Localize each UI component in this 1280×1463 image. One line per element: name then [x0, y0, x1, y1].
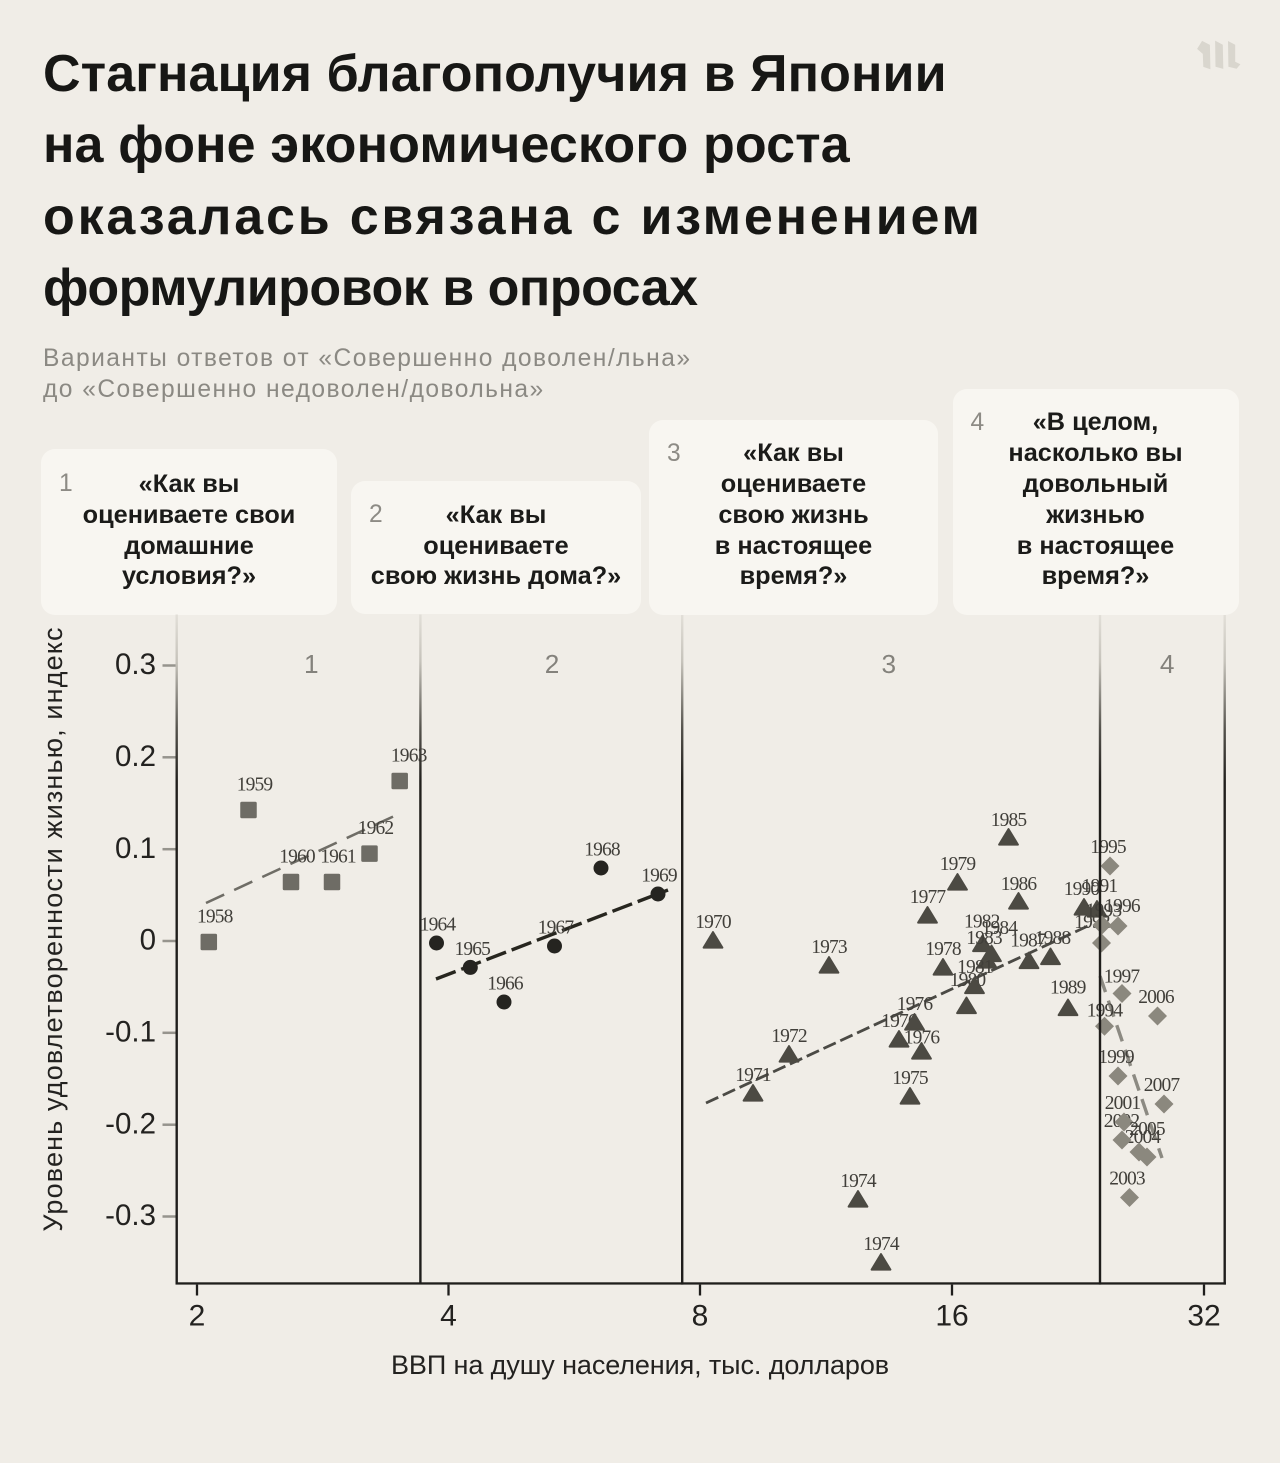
svg-text:2: 2: [189, 1300, 206, 1333]
svg-text:Уровень удовлетворенности жизн: Уровень удовлетворенности жизнью, индекс: [38, 626, 68, 1231]
svg-text:1993: 1993: [1086, 901, 1122, 922]
svg-text:1: 1: [304, 649, 319, 679]
svg-text:1981: 1981: [957, 957, 993, 978]
svg-text:1970: 1970: [695, 912, 731, 933]
svg-text:4: 4: [1160, 649, 1175, 679]
svg-text:1978: 1978: [925, 939, 961, 960]
svg-text:0: 0: [140, 924, 156, 957]
svg-text:1958: 1958: [197, 907, 233, 928]
svg-text:1961: 1961: [320, 847, 356, 868]
svg-text:1968: 1968: [584, 840, 620, 861]
svg-text:1982: 1982: [964, 912, 1000, 933]
svg-text:3: 3: [882, 649, 897, 679]
svg-text:1988: 1988: [1035, 928, 1071, 949]
svg-text:2007: 2007: [1144, 1075, 1181, 1096]
svg-text:1976: 1976: [904, 1028, 941, 1049]
svg-text:1965: 1965: [454, 939, 490, 960]
svg-text:-0.2: -0.2: [105, 1107, 156, 1140]
svg-text:0.1: 0.1: [115, 832, 156, 865]
svg-text:1999: 1999: [1098, 1047, 1134, 1068]
svg-text:1975: 1975: [892, 1068, 928, 1089]
svg-text:1983: 1983: [966, 928, 1002, 949]
svg-text:2006: 2006: [1138, 987, 1175, 1008]
svg-text:1974: 1974: [840, 1171, 877, 1192]
svg-text:2005: 2005: [1129, 1119, 1165, 1140]
svg-text:1973: 1973: [811, 937, 847, 958]
svg-text:1959: 1959: [237, 775, 273, 796]
svg-text:2004: 2004: [1125, 1127, 1162, 1148]
svg-text:1969: 1969: [641, 866, 677, 887]
svg-text:8: 8: [692, 1300, 709, 1333]
svg-text:ВВП на душу населения, тыс. до: ВВП на душу населения, тыс. долларов: [391, 1350, 889, 1380]
svg-text:1962: 1962: [358, 818, 394, 839]
svg-text:1989: 1989: [1050, 978, 1086, 999]
svg-text:1960: 1960: [279, 847, 315, 868]
svg-text:1966: 1966: [487, 974, 524, 995]
svg-text:1963: 1963: [391, 746, 427, 767]
svg-text:1971: 1971: [735, 1065, 771, 1086]
svg-text:2: 2: [545, 649, 560, 679]
svg-text:1997: 1997: [1104, 967, 1141, 988]
svg-text:1979: 1979: [940, 854, 976, 875]
svg-text:1976: 1976: [897, 994, 934, 1015]
svg-text:1985: 1985: [991, 810, 1027, 831]
svg-text:1964: 1964: [420, 915, 457, 936]
svg-text:1967: 1967: [538, 918, 575, 939]
svg-text:-0.3: -0.3: [105, 1199, 156, 1232]
svg-text:1987: 1987: [1010, 931, 1047, 952]
svg-text:1996: 1996: [1104, 896, 1141, 917]
svg-text:4: 4: [440, 1300, 457, 1333]
svg-text:2001: 2001: [1105, 1093, 1141, 1114]
svg-text:32: 32: [1187, 1300, 1220, 1333]
svg-text:1984: 1984: [982, 918, 1019, 939]
svg-text:1977: 1977: [910, 887, 947, 908]
svg-text:2003: 2003: [1109, 1169, 1145, 1190]
svg-text:1990: 1990: [1064, 879, 1100, 900]
svg-text:-0.1: -0.1: [105, 1016, 156, 1049]
svg-text:1995: 1995: [1090, 837, 1126, 858]
svg-text:1974: 1974: [863, 1234, 900, 1255]
svg-text:1986: 1986: [1001, 874, 1038, 895]
svg-text:0.2: 0.2: [115, 740, 156, 773]
svg-text:0.3: 0.3: [115, 648, 156, 681]
svg-text:1994: 1994: [1087, 1000, 1124, 1021]
svg-text:1972: 1972: [771, 1026, 807, 1047]
svg-text:16: 16: [935, 1300, 968, 1333]
